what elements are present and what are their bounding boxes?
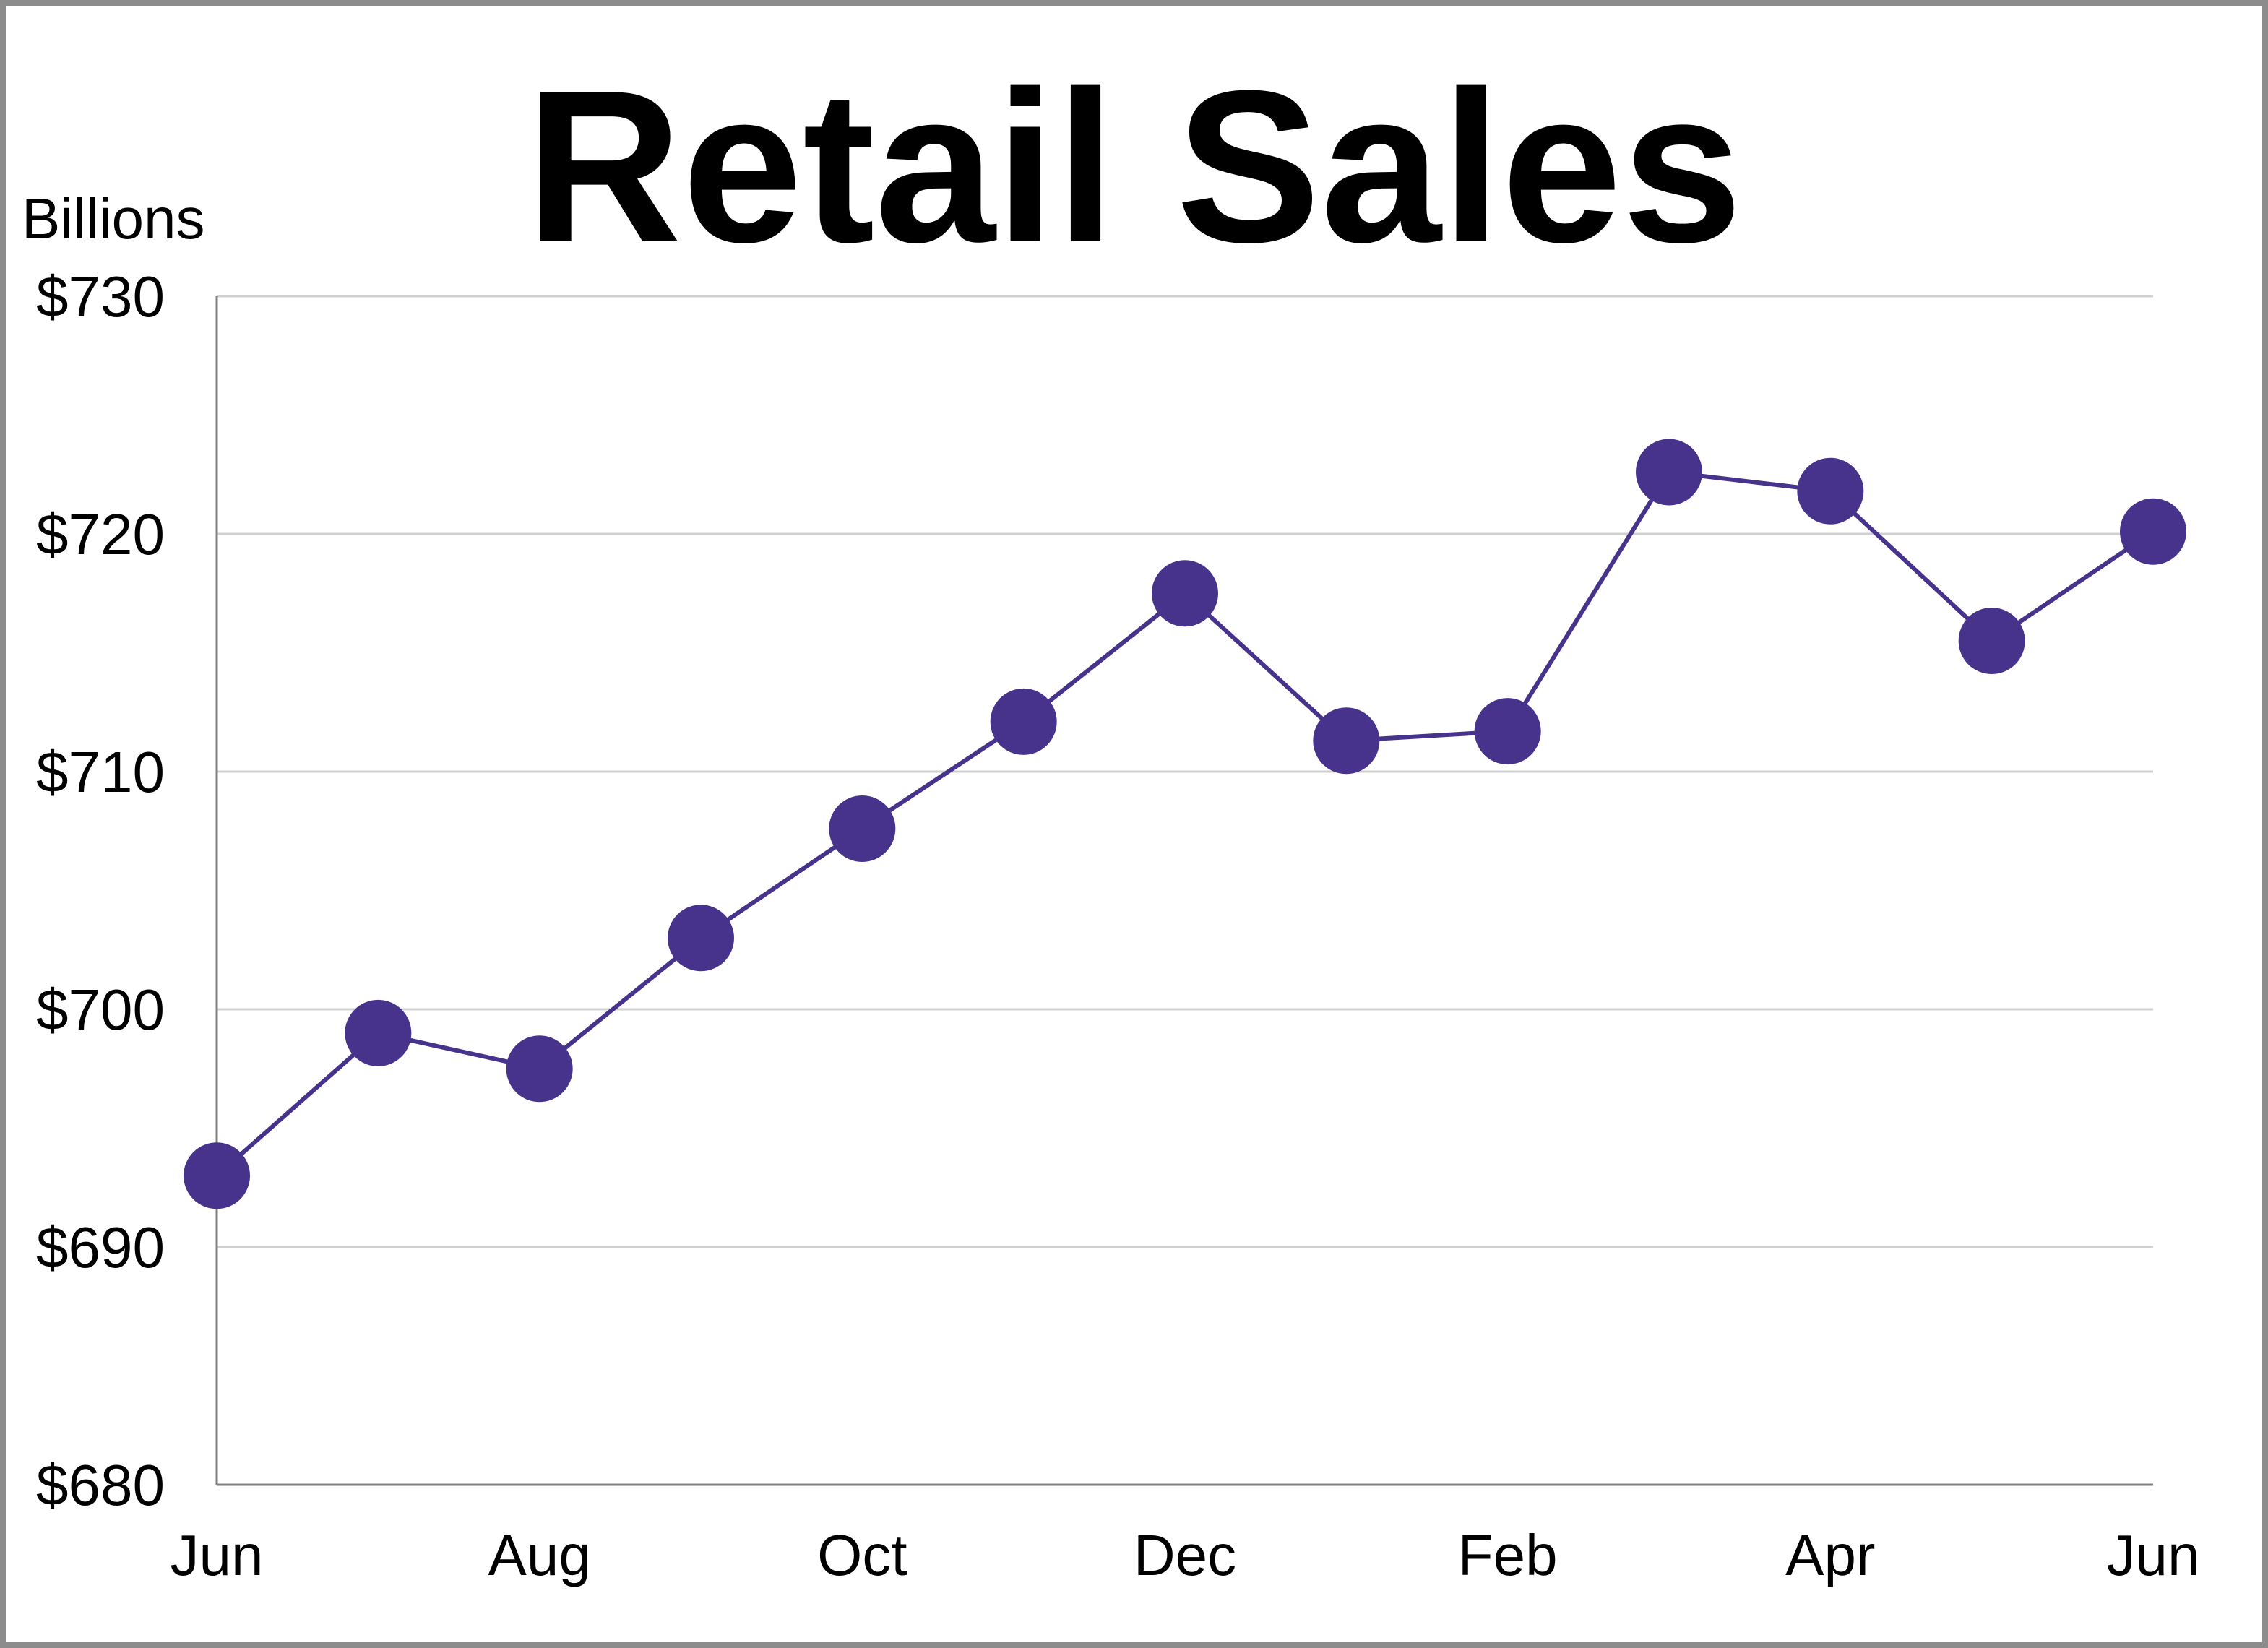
x-tick-label: Oct [817,1523,907,1587]
x-tick-label: Dec [1134,1523,1236,1587]
y-axis-label: Billions [22,186,204,251]
series-points [184,439,2186,1209]
data-point [345,999,412,1066]
x-tick-label: Jun [171,1523,264,1587]
data-point [1958,608,2025,675]
y-tick-label: $690 [36,1215,165,1280]
data-point [184,1142,250,1209]
x-tick-label: Apr [1785,1523,1876,1587]
chart-title: Retail Sales [525,45,1743,288]
data-point [2120,498,2186,565]
axes [215,296,2153,1486]
y-axis-ticks: $680 $690 $700 $710 $720 $730 [36,264,165,1517]
data-point [1797,457,1864,525]
data-point [1152,560,1218,627]
data-point [1313,707,1380,775]
x-axis-ticks: Jun Aug Oct Dec Feb Apr Jun [171,1523,2200,1587]
y-tick-label: $710 [36,740,165,804]
data-point [1474,698,1541,765]
data-point [990,688,1057,755]
data-point [829,795,896,862]
y-tick-label: $720 [36,502,165,566]
x-tick-label: Jun [2107,1523,2200,1587]
y-tick-label: $730 [36,264,165,329]
x-tick-label: Aug [488,1523,590,1587]
data-point [668,905,734,972]
gridlines [217,295,2153,1248]
x-tick-label: Feb [1458,1523,1558,1587]
data-point [1636,439,1702,506]
y-tick-label: $700 [36,978,165,1042]
y-tick-label: $680 [36,1453,165,1517]
data-point [506,1035,573,1103]
